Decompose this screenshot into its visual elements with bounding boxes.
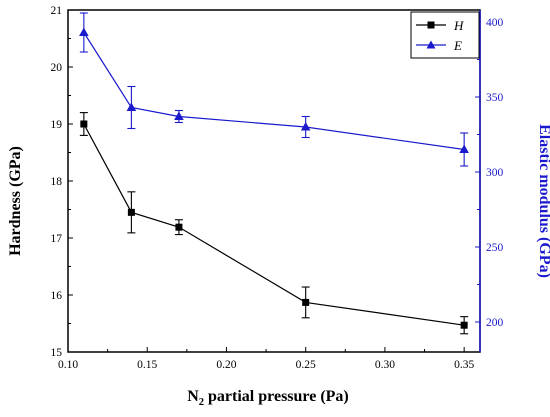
x-tick-label-1: 0.15 xyxy=(137,359,157,371)
point-E-4 xyxy=(459,144,469,153)
series-line-H xyxy=(83,123,465,326)
y-axis-right-title: Elastic modulus (GPa) xyxy=(536,124,550,278)
series-line-E xyxy=(83,32,465,151)
y-left-tick-label-2: 17 xyxy=(51,233,63,245)
point-H-3 xyxy=(302,298,310,306)
x-tick-label-3: 0.25 xyxy=(296,359,316,371)
point-H-4 xyxy=(460,321,468,329)
y-left-tick-label-4: 19 xyxy=(51,119,63,131)
y-left-tick-label-3: 18 xyxy=(51,176,63,188)
point-E-3 xyxy=(300,122,311,131)
x-tick-label-0: 0.10 xyxy=(58,359,78,371)
x-tick-label-2: 0.20 xyxy=(216,359,236,371)
legend-label-h: H xyxy=(453,18,464,33)
legend-marker-square xyxy=(427,21,435,29)
y-left-tick-label-1: 16 xyxy=(51,290,63,302)
point-H-0 xyxy=(80,120,88,128)
point-E-1 xyxy=(126,102,137,111)
x-tick-label-4: 0.30 xyxy=(375,359,395,371)
legend-marker-triangle xyxy=(426,40,436,49)
y-left-tick-label-6: 21 xyxy=(51,5,63,17)
y-right-tick-label-1: 250 xyxy=(486,242,504,254)
series-layer xyxy=(79,12,469,335)
x-axis-title: N2 partial pressure (Pa) xyxy=(187,388,349,408)
y-left-tick-label-0: 15 xyxy=(51,347,63,359)
x-tick-label-5: 0.35 xyxy=(454,359,474,371)
y-left-tick-label-5: 20 xyxy=(51,62,63,74)
y-right-tick-label-2: 300 xyxy=(486,167,504,179)
y-right-tick-label-3: 350 xyxy=(486,92,504,104)
legend: H E xyxy=(410,11,480,59)
point-E-2 xyxy=(174,111,184,120)
legend-box xyxy=(410,11,480,59)
y-right-tick-label-0: 200 xyxy=(486,317,504,329)
point-E-0 xyxy=(79,27,89,36)
y-right-tick-label-4: 400 xyxy=(486,17,504,29)
y-axis-left-title: Hardness (GPa) xyxy=(7,146,24,256)
ticks-layer: 0.10 0.15 0.20 0.25 0.30 0.35 15 16 17 18 19 20 21 20… xyxy=(51,5,504,371)
point-H-1 xyxy=(127,208,135,216)
legend-label-e: E xyxy=(453,38,462,53)
point-H-2 xyxy=(175,223,183,231)
plot-frame xyxy=(67,9,481,353)
